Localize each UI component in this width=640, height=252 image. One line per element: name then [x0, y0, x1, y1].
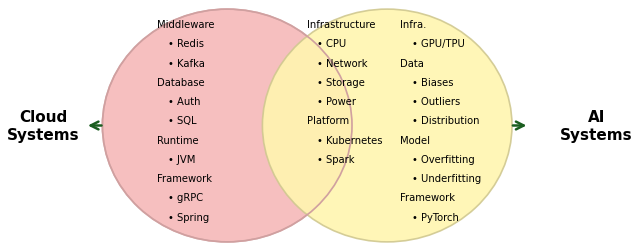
Text: • Kubernetes: • Kubernetes [317, 135, 382, 145]
Text: • Spring: • Spring [168, 212, 209, 222]
Text: • Power: • Power [317, 97, 356, 107]
Text: Framework: Framework [400, 193, 455, 203]
Text: • SQL: • SQL [168, 116, 197, 126]
Text: AI
Systems: AI Systems [560, 110, 633, 142]
Text: Model: Model [400, 135, 430, 145]
Text: • Distribution: • Distribution [412, 116, 479, 126]
Text: • Overfitting: • Overfitting [412, 154, 474, 164]
Ellipse shape [102, 10, 352, 242]
Text: • JVM: • JVM [168, 154, 196, 164]
Text: • Auth: • Auth [168, 97, 201, 107]
Ellipse shape [262, 10, 512, 242]
Text: Middleware: Middleware [157, 20, 214, 30]
Text: • Biases: • Biases [412, 78, 453, 88]
Text: • Underfitting: • Underfitting [412, 173, 481, 183]
Text: Infra.: Infra. [400, 20, 426, 30]
Text: • Outliers: • Outliers [412, 97, 460, 107]
Text: • Storage: • Storage [317, 78, 365, 88]
Text: Cloud
Systems: Cloud Systems [7, 110, 80, 142]
Text: Framework: Framework [157, 173, 212, 183]
Text: • Kafka: • Kafka [168, 58, 205, 69]
Text: • GPU/TPU: • GPU/TPU [412, 39, 465, 49]
Text: • PyTorch: • PyTorch [412, 212, 458, 222]
Text: Infrastructure: Infrastructure [307, 20, 376, 30]
Text: • gRPC: • gRPC [168, 193, 204, 203]
Text: • CPU: • CPU [317, 39, 346, 49]
Text: Runtime: Runtime [157, 135, 198, 145]
Text: Database: Database [157, 78, 204, 88]
Text: Platform: Platform [307, 116, 349, 126]
Text: • Redis: • Redis [168, 39, 204, 49]
Text: • Spark: • Spark [317, 154, 355, 164]
Text: • Network: • Network [317, 58, 367, 69]
Text: Data: Data [400, 58, 424, 69]
